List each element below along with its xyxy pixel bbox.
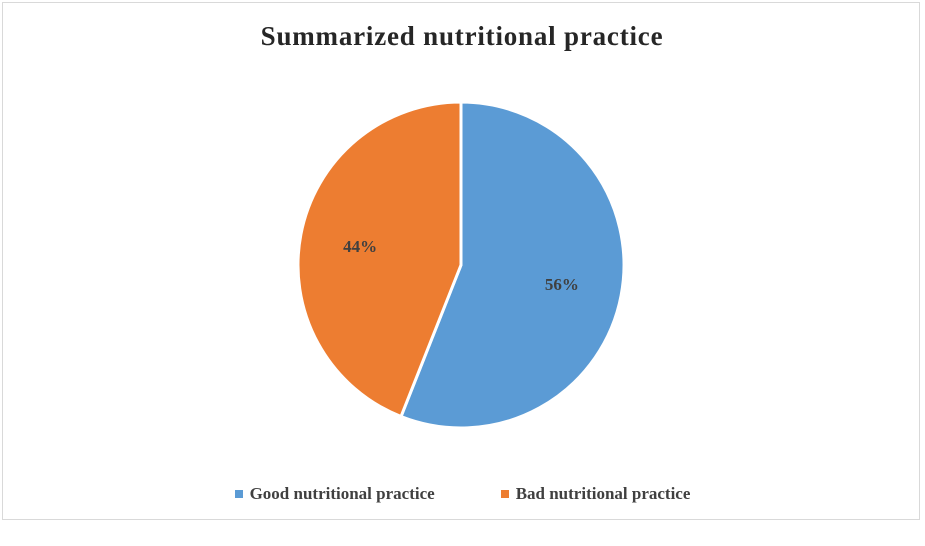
- legend-item-bad: Bad nutritional practice: [500, 484, 691, 504]
- data-label-bad: 44%: [343, 237, 377, 256]
- data-label-good: 56%: [545, 275, 579, 294]
- legend-swatch-bad: [500, 490, 509, 498]
- legend-swatch-good: [234, 490, 243, 498]
- legend-label-bad: Bad nutritional practice: [515, 484, 691, 503]
- legend: Good nutritional practice Bad nutritiona…: [0, 482, 925, 506]
- pie-slice-good: [399, 100, 626, 430]
- legend-item-good: Good nutritional practice: [234, 484, 435, 504]
- legend-label-good: Good nutritional practice: [249, 484, 435, 503]
- chart-title: Summarized nutritional practice: [260, 21, 664, 51]
- pie-slice-bad: [296, 100, 463, 419]
